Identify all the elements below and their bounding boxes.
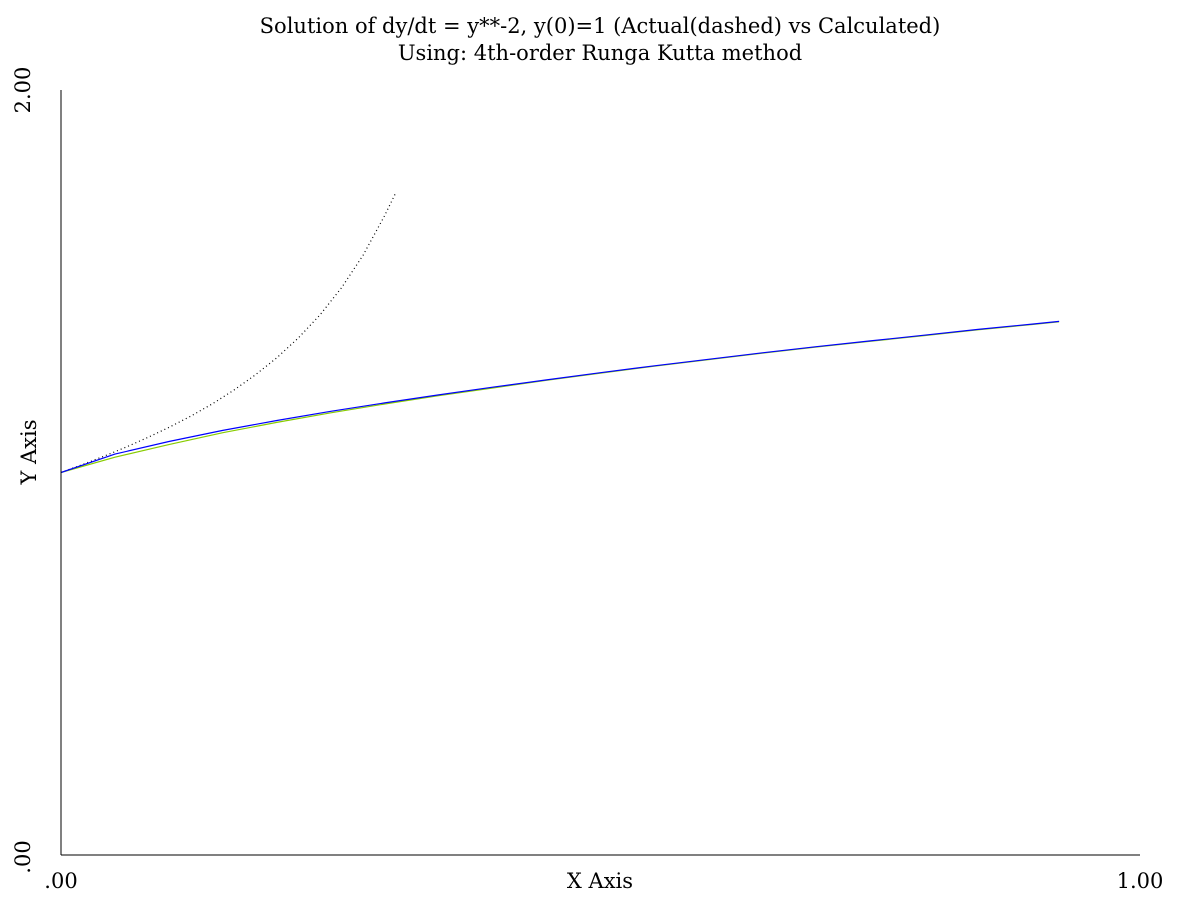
chart-subtitle: Using: 4th-order Runga Kutta method [398, 41, 802, 65]
y-axis-label: Y Axis [17, 419, 41, 485]
y-tick-label-max: 2.00 [11, 67, 35, 114]
x-tick-label-max: 1.00 [1117, 869, 1164, 893]
calculated-solution-line-blue [60, 320, 1060, 474]
plot-area [60, 193, 1060, 474]
y-tick-label-min: .00 [11, 840, 35, 873]
x-axis-label: X Axis [567, 869, 633, 893]
chart-title: Solution of dy/dt = y**-2, y(0)=1 (Actua… [260, 14, 941, 38]
x-tick-label-min: .00 [44, 869, 77, 893]
